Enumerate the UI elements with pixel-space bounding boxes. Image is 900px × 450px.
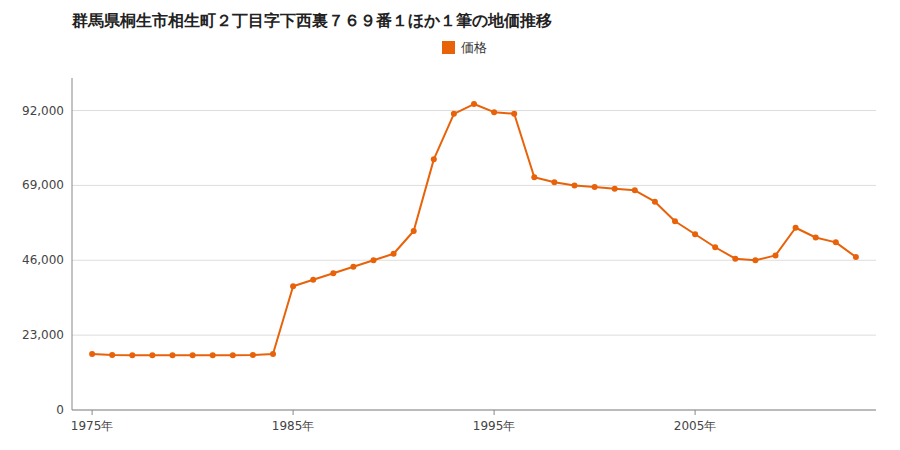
point [773,252,779,258]
line [92,104,856,355]
x-tick-label: 1975年 [71,419,114,433]
point [793,225,799,231]
point [471,101,477,107]
y-tick-label: 92,000 [22,104,64,118]
point [391,251,397,257]
point [371,257,377,263]
grid-line [72,335,876,336]
x-tick-label: 2005年 [674,419,717,433]
point [813,234,819,240]
x-axis-line [72,410,876,411]
point [250,352,256,358]
point [672,218,678,224]
point [270,351,276,357]
x-tick-label: 1995年 [473,419,516,433]
point [149,352,155,358]
point [89,351,95,357]
y-tick-label: 0 [56,403,64,417]
point [612,186,618,192]
chart: 群馬県桐生市相生町２丁目字下西裏７６９番１ほか１筆の地価推移 0 23,000 46,… [0,0,900,450]
point [833,239,839,245]
point [592,184,598,190]
y-tick-label: 46,000 [22,253,64,267]
legend-label: 価格 [461,40,487,55]
point [330,270,336,276]
title: 群馬県桐生市相生町２丁目字下西裏７６９番１ほか１筆の地価推移 [71,11,552,30]
grid-line [72,410,876,411]
plot-area [89,101,859,358]
point [752,257,758,263]
point [511,111,517,117]
point [531,174,537,180]
x-tick [494,410,495,415]
point [129,352,135,358]
point [109,352,115,358]
point [652,199,658,205]
point [210,352,216,358]
y-tick-label: 69,000 [22,178,64,192]
point [712,244,718,250]
point [310,277,316,283]
point [230,352,236,358]
legend-swatch [442,41,455,54]
point [431,156,437,162]
point [451,111,457,117]
x-tick [293,410,294,415]
y-tick-label: 23,000 [22,328,64,342]
point [350,264,356,270]
point [170,352,176,358]
point [632,187,638,193]
x-tick [695,410,696,415]
axes: 0 23,000 46,000 69,000 92,000 1975年 1985年 1995年… [22,78,876,433]
point [290,283,296,289]
x-tick [92,410,93,415]
y-axis-line [72,78,73,410]
point [411,228,417,234]
point [491,109,497,115]
grid [72,111,876,410]
point [853,254,859,260]
legend: 価格 [442,40,487,55]
point [692,231,698,237]
x-tick-label: 1985年 [272,419,315,433]
point [551,179,557,185]
point [732,256,738,262]
grid-line [72,110,876,111]
point [572,182,578,188]
grid-line [72,185,876,186]
point [190,352,196,358]
